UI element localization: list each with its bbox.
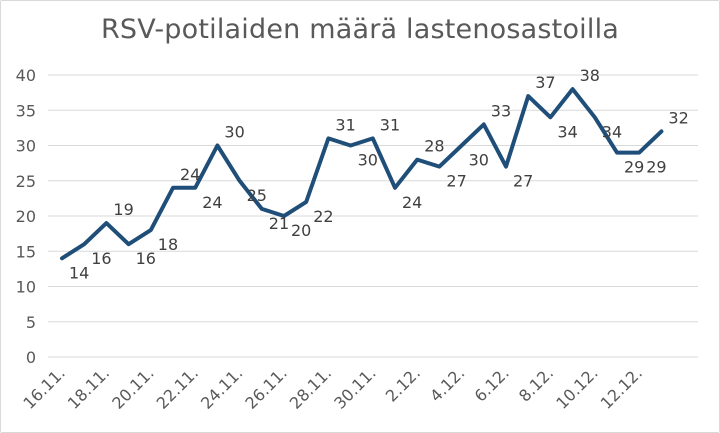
y-tick-label: 5	[26, 313, 36, 332]
data-label: 27	[446, 172, 466, 191]
data-label: 37	[535, 73, 555, 92]
data-label: 24	[180, 165, 200, 184]
data-label: 33	[491, 101, 511, 120]
data-label: 18	[158, 235, 178, 254]
data-label: 16	[136, 249, 156, 268]
data-label: 24	[202, 193, 222, 212]
data-label: 14	[69, 263, 89, 282]
data-label: 30	[469, 151, 489, 170]
x-tick-label: 6.12.	[471, 363, 513, 405]
data-label: 19	[113, 200, 133, 219]
x-tick-label: 4.12.	[426, 363, 468, 405]
x-axis-ticks: 16.11.18.11.20.11.22.11.24.11.26.11.28.1…	[19, 363, 646, 412]
data-label: 30	[224, 123, 244, 142]
data-label: 20	[291, 221, 311, 240]
data-label: 29	[624, 158, 644, 177]
y-tick-label: 15	[16, 242, 36, 261]
data-label: 38	[580, 66, 600, 85]
data-label: 25	[247, 186, 267, 205]
data-label: 16	[91, 249, 111, 268]
gridlines	[48, 74, 698, 358]
x-tick-label: 30.11.	[330, 363, 379, 412]
y-tick-label: 25	[16, 172, 36, 191]
x-tick-label: 18.11.	[64, 363, 113, 412]
series-line	[60, 87, 664, 261]
x-tick-label: 20.11.	[108, 363, 157, 412]
y-tick-label: 30	[16, 137, 36, 156]
data-label: 32	[668, 108, 688, 127]
x-tick-label: 22.11.	[153, 363, 202, 412]
data-label: 30	[358, 151, 378, 170]
x-tick-label: 12.12.	[597, 363, 646, 412]
x-tick-label: 10.12.	[552, 363, 601, 412]
data-label: 34	[602, 122, 622, 141]
data-label: 27	[513, 172, 533, 191]
data-label: 28	[424, 137, 444, 156]
y-tick-label: 10	[16, 278, 36, 297]
data-label: 24	[402, 193, 422, 212]
y-tick-label: 0	[26, 348, 36, 367]
data-label: 21	[269, 214, 289, 233]
x-tick-label: 16.11.	[19, 363, 68, 412]
data-label: 31	[335, 115, 355, 134]
data-label: 31	[380, 115, 400, 134]
x-tick-label: 24.11.	[197, 363, 246, 412]
chart-title: RSV-potilaiden määrä lastenosastoilla	[100, 14, 620, 45]
x-tick-label: 2.12.	[382, 363, 424, 405]
data-label: 34	[557, 122, 577, 141]
series-layer	[60, 87, 664, 261]
data-label: 22	[313, 207, 333, 226]
data-label: 29	[646, 158, 666, 177]
x-tick-label: 28.11.	[286, 363, 335, 412]
x-tick-label: 8.12.	[515, 363, 557, 405]
x-tick-label: 26.11.	[241, 363, 290, 412]
y-tick-label: 40	[16, 66, 36, 85]
y-tick-label: 20	[16, 207, 36, 226]
y-axis-ticks: 0 5 10 15 20 25 30 35 40	[16, 66, 36, 367]
y-tick-label: 35	[16, 101, 36, 120]
